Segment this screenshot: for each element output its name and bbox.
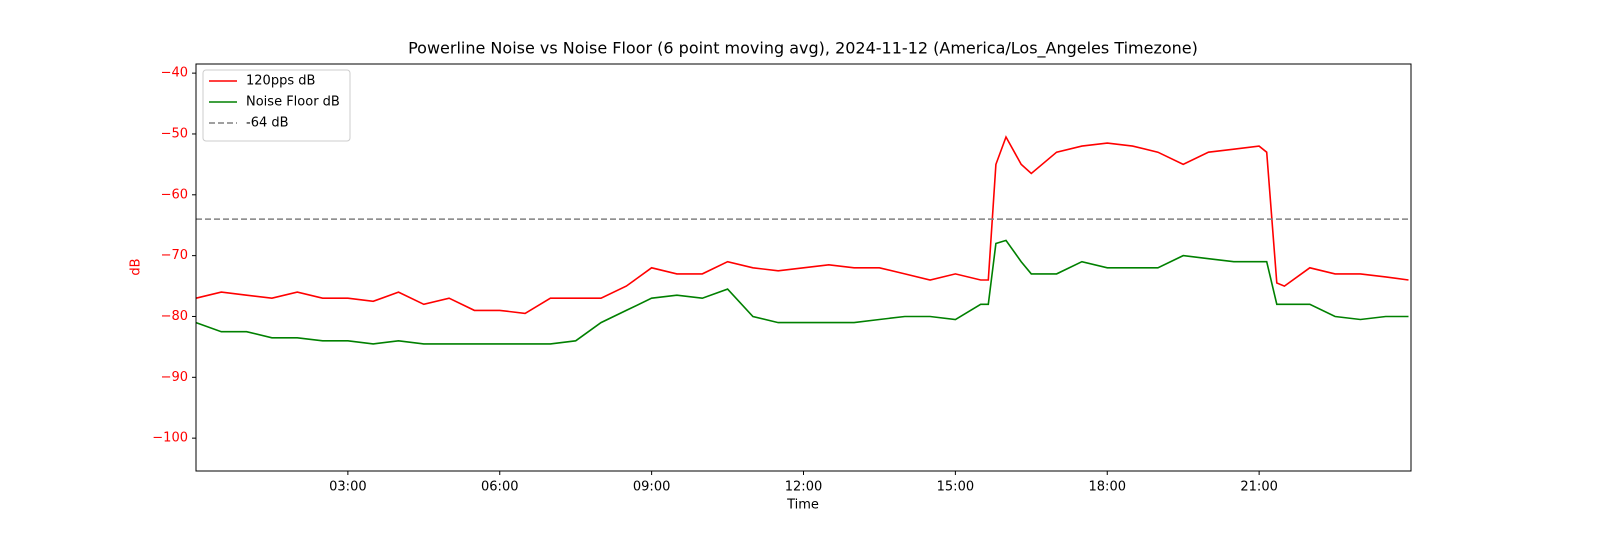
x-tick-label: 09:00 (633, 480, 670, 495)
y-tick-label: −100 (152, 431, 188, 446)
x-tick-label: 03:00 (329, 480, 366, 495)
y-axis-label: dB (129, 258, 144, 275)
x-tick-label: 12:00 (785, 480, 822, 495)
x-tick-label: 15:00 (937, 480, 974, 495)
y-tick-label: −90 (161, 370, 188, 385)
series-line (195, 135, 1409, 315)
chart-title: Powerline Noise vs Noise Floor (6 point … (408, 39, 1198, 59)
legend-label: 120pps dB (246, 74, 315, 89)
y-tick-label: −40 (161, 66, 188, 81)
legend-label: -64 dB (246, 116, 289, 131)
y-tick-label: −50 (161, 126, 188, 141)
y-tick-label: −70 (161, 248, 188, 263)
x-axis-label: Time (786, 498, 819, 513)
legend-box (202, 69, 351, 142)
x-tick-label: 18:00 (1089, 480, 1126, 495)
series-line (195, 239, 1409, 345)
plot-frame (195, 63, 1412, 472)
y-tick-label: −80 (161, 309, 188, 324)
x-tick-label: 21:00 (1240, 480, 1277, 495)
legend-label: Noise Floor dB (246, 95, 340, 110)
x-tick-label: 06:00 (481, 480, 518, 495)
y-tick-label: −60 (161, 187, 188, 202)
